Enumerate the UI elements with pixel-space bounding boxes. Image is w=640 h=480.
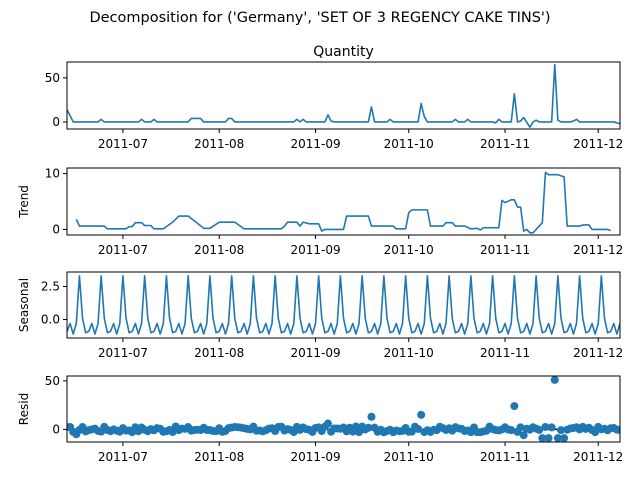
resid-point <box>556 426 565 435</box>
y-tick-label: 2.5 <box>41 280 60 294</box>
y-tick-label: 0.0 <box>41 313 60 327</box>
y-axis-label: Trend <box>17 185 31 219</box>
resid-point <box>507 426 516 435</box>
resid-point <box>553 434 562 442</box>
y-tick-label: 10 <box>45 167 60 181</box>
y-axis-label: Seasonal <box>17 278 31 332</box>
panel-observed: 0 50 2011-07 2011-08 2011-09 2011-10 2011-11 20… <box>45 44 624 151</box>
x-tick-label: 2011-08 <box>194 243 244 257</box>
plot-area-seasonal <box>67 275 620 335</box>
resid-point <box>364 423 373 432</box>
panel-resid: 0 50 2011-07 2011-08 2011-09 2011-10 2011-11 20… <box>17 374 623 464</box>
x-tick-label: 2011-07 <box>98 346 148 360</box>
series-line-seasonal <box>67 275 620 335</box>
panel-frame <box>66 375 621 443</box>
panel-trend: 0 10 2011-07 2011-08 2011-09 2011-10 2011-11 20… <box>17 167 623 257</box>
x-tick-label: 2011-11 <box>480 450 530 464</box>
resid-point <box>538 434 547 442</box>
y-tick-label: 0 <box>52 222 60 236</box>
x-tick-label: 2011-11 <box>480 137 530 151</box>
resid-point <box>323 419 332 428</box>
resid-point <box>367 412 376 421</box>
x-tick-label: 2011-10 <box>384 450 434 464</box>
figure-suptitle: Decomposition for ('Germany', 'SET OF 3 … <box>89 10 550 26</box>
resid-point <box>516 423 525 432</box>
y-tick-label: 50 <box>45 374 60 388</box>
x-tick-label: 2011-07 <box>98 137 148 151</box>
panels-group: 0 50 2011-07 2011-08 2011-09 2011-10 2011-11 20… <box>17 44 624 464</box>
panel-seasonal: 0.0 2.5 2011-07 2011-08 2011-09 2011-10 2011-1… <box>17 271 623 360</box>
x-tick-label: 2011-08 <box>194 450 244 464</box>
panel-frame <box>66 61 621 130</box>
panel-title: Quantity <box>313 44 374 60</box>
series-line-observed <box>67 63 620 129</box>
resid-point <box>544 434 553 442</box>
x-tick-label: 2011-09 <box>290 243 340 257</box>
x-tick-label: 2011-07 <box>98 450 148 464</box>
plot-area-resid <box>67 376 620 442</box>
plot-area-trend <box>75 171 611 234</box>
x-tick-label: 2011-09 <box>290 450 340 464</box>
x-tick-label: 2011-10 <box>384 137 434 151</box>
x-tick-label: 2011-12 <box>573 346 623 360</box>
x-tick-label: 2011-12 <box>573 137 623 151</box>
resid-point <box>414 424 423 433</box>
x-tick-label: 2011-10 <box>384 243 434 257</box>
x-tick-label: 2011-12 <box>573 243 623 257</box>
x-tick-label: 2011-09 <box>290 137 340 151</box>
x-tick-label: 2011-12 <box>573 450 623 464</box>
plot-area-observed <box>67 63 620 129</box>
x-tick-label: 2011-08 <box>194 137 244 151</box>
y-axis-label: Resid <box>17 393 31 425</box>
x-tick-label: 2011-10 <box>384 346 434 360</box>
y-tick-label: 0 <box>52 422 60 436</box>
panel-frame <box>66 167 621 236</box>
x-tick-label: 2011-08 <box>194 346 244 360</box>
x-tick-label: 2011-09 <box>290 346 340 360</box>
resid-point <box>535 425 544 434</box>
resid-point <box>560 434 569 442</box>
panel-frame <box>66 271 621 339</box>
resid-point <box>550 376 559 384</box>
y-tick-label: 50 <box>45 71 60 85</box>
resid-point <box>510 402 519 411</box>
resid-point <box>519 431 528 440</box>
resid-point <box>541 422 550 431</box>
resid-point <box>547 423 556 432</box>
x-tick-label: 2011-07 <box>98 243 148 257</box>
series-line-trend <box>75 171 611 234</box>
resid-point <box>417 410 426 419</box>
resid-point <box>616 426 620 434</box>
x-tick-label: 2011-11 <box>480 243 530 257</box>
x-tick-label: 2011-11 <box>480 346 530 360</box>
y-tick-label: 0 <box>52 115 60 129</box>
